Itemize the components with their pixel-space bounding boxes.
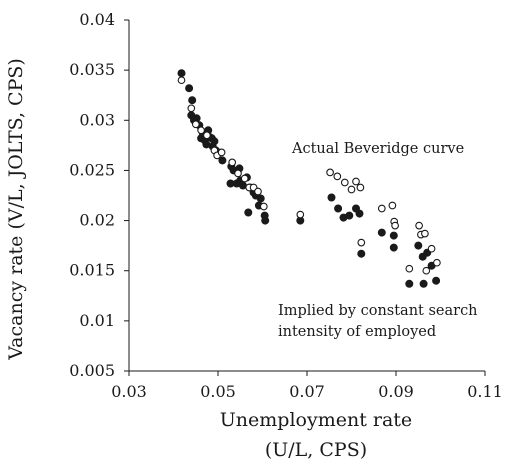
data-point-open [177, 76, 186, 85]
data-point-open [217, 148, 226, 157]
data-point-filled [389, 243, 398, 252]
data-point-open [254, 187, 262, 196]
data-point-open [197, 126, 205, 135]
data-point-open [234, 169, 242, 178]
data-point-filled [377, 228, 386, 237]
data-point-open [422, 266, 431, 275]
data-point-filled [256, 194, 265, 203]
x-axis-title-line-1: Unemployment rate [220, 409, 412, 431]
data-point-open [228, 158, 237, 167]
data-point-open [405, 264, 414, 273]
data-point-open [388, 201, 397, 210]
data-point-filled [414, 241, 423, 250]
data-point-filled [334, 204, 343, 213]
data-point-filled [357, 249, 366, 258]
data-point-open [357, 238, 366, 247]
data-point-filled [419, 279, 428, 288]
x-tick-label: 0.07 [289, 382, 325, 401]
data-point-filled [405, 279, 414, 288]
data-point-open [421, 229, 429, 238]
plot-area: 0.005 0.01 0.015 0.02 0.025 0.03 0.035 0.04 0.03… [69, 10, 503, 401]
x-tick-label: 0.11 [467, 382, 503, 401]
data-point-open [340, 178, 349, 187]
data-point-open [391, 221, 399, 230]
data-point-filled [210, 137, 219, 146]
data-point-filled [177, 69, 186, 78]
data-point-filled [188, 96, 197, 105]
data-point-open [377, 204, 386, 213]
data-point-filled [432, 276, 441, 285]
data-point-open [356, 183, 365, 192]
data-point-open [191, 120, 200, 129]
data-point-filled [389, 231, 398, 240]
annotation-actual-beveridge-curve: Actual Beveridge curve [291, 141, 464, 157]
data-point-open [333, 172, 342, 181]
data-point-filled [345, 211, 354, 220]
annotation-implied-line-2: intensity of employed [278, 324, 436, 340]
y-tick-label: 0.04 [79, 10, 115, 29]
annotation-implied-line-1: Implied by constant search [278, 303, 478, 319]
x-axis-title-line-2: (U/L, CPS) [265, 439, 367, 461]
data-point-filled [327, 193, 336, 202]
data-point-open [433, 258, 441, 267]
y-tick-label: 0.015 [69, 261, 115, 280]
y-tick-label: 0.005 [69, 361, 115, 380]
data-point-open [259, 202, 268, 211]
data-point-open [296, 210, 305, 219]
x-tick-label: 0.09 [378, 382, 414, 401]
x-tick-label: 0.05 [200, 382, 236, 401]
data-point-open [415, 221, 423, 230]
y-axis-title: Vacancy rate (V/L, JOLTS, CPS) [5, 58, 27, 361]
data-point-open [427, 244, 436, 253]
x-tick-label: 0.03 [111, 382, 147, 401]
data-point-filled [355, 209, 364, 218]
y-tick-label: 0.03 [79, 110, 115, 129]
data-point-open [240, 174, 249, 183]
y-tick-label: 0.035 [69, 60, 115, 79]
data-point-filled [185, 84, 194, 93]
data-point-filled [244, 208, 253, 217]
data-point-filled [261, 216, 270, 225]
data-point-open [326, 168, 334, 177]
y-tick-label: 0.025 [69, 160, 115, 179]
data-point-open [352, 177, 360, 186]
data-point-open [187, 104, 196, 113]
data-point-filled [218, 156, 227, 165]
data-point-open [203, 131, 211, 140]
y-tick-label: 0.01 [79, 311, 115, 330]
data-point-open [347, 185, 356, 194]
y-tick-label: 0.02 [79, 211, 115, 230]
